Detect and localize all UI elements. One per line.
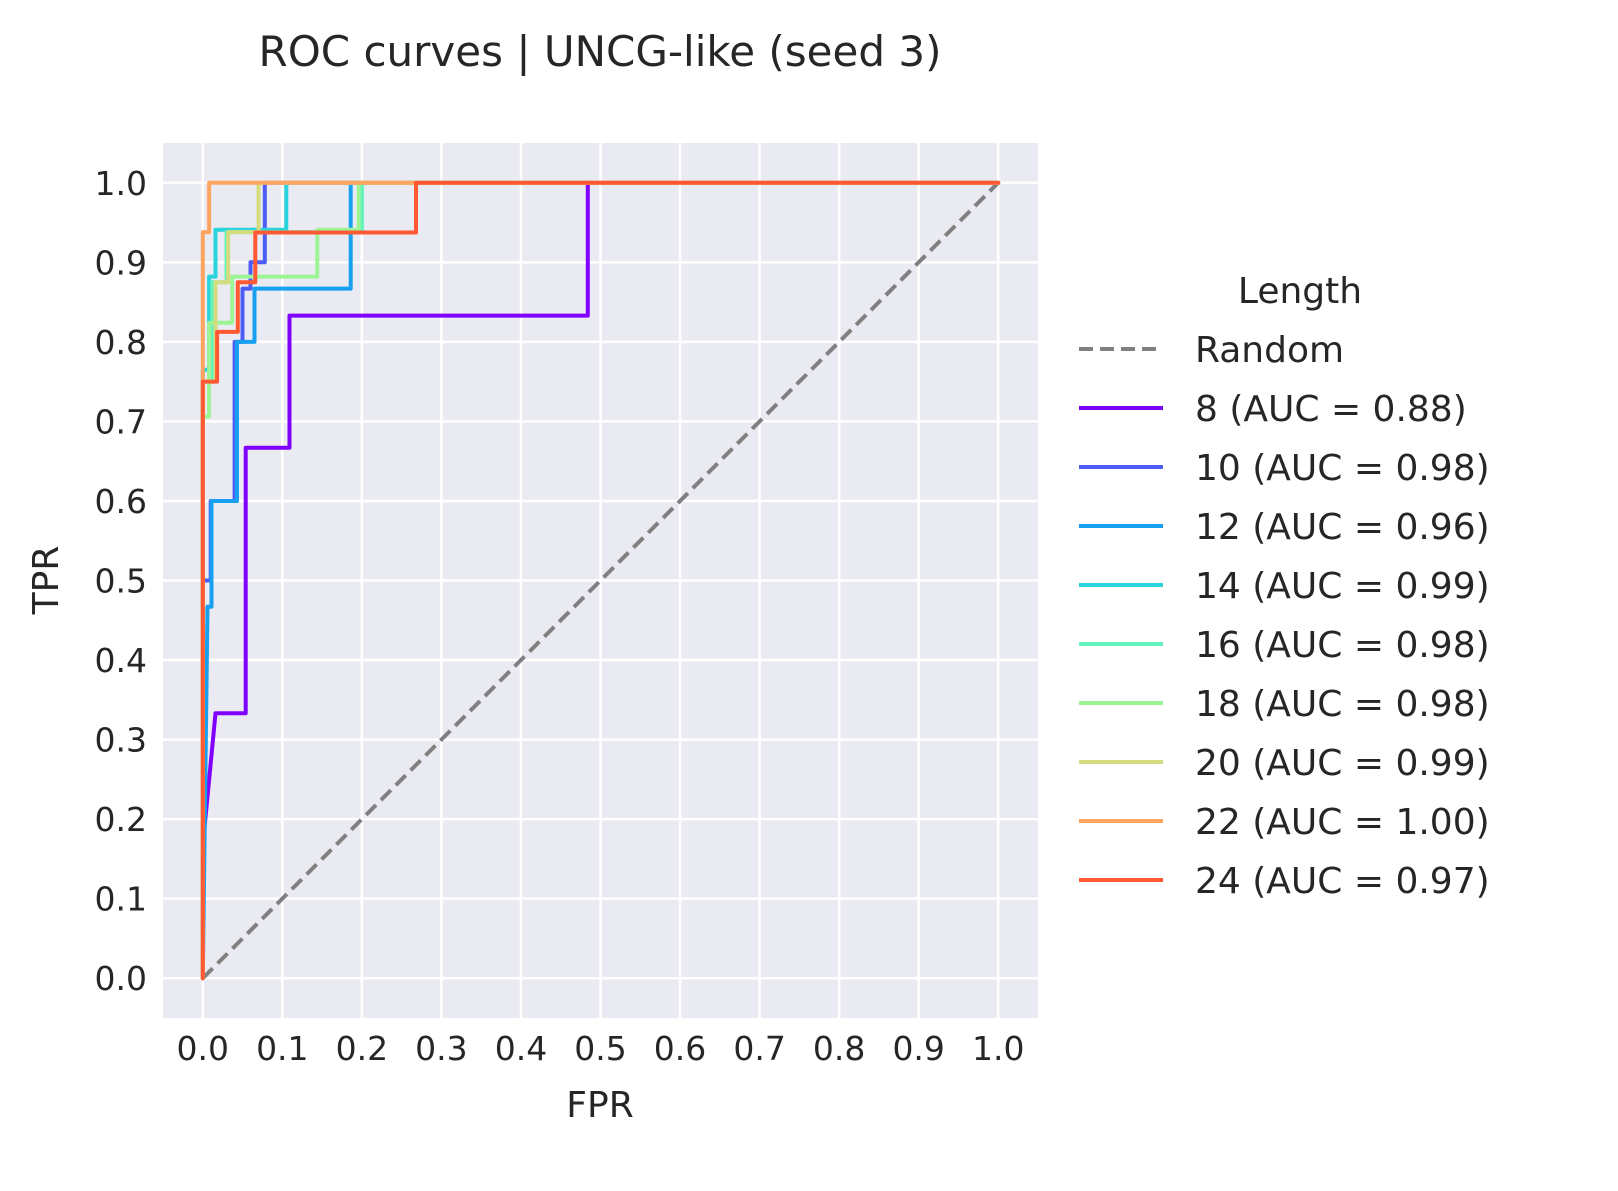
- x-tick-label: 0.5: [574, 1029, 626, 1068]
- legend-entry-label: 20 (AUC = 0.99): [1195, 743, 1490, 784]
- roc-series-line-3: [200, 180, 1001, 981]
- x-tick-label: 0.4: [495, 1029, 547, 1068]
- y-tick-labels: 0.0 0.1 0.2 0.3 0.4 0.5 0.6 0.7 0.8 0.9 1.0: [95, 164, 147, 998]
- legend-entry-label: 24 (AUC = 0.97): [1195, 861, 1490, 902]
- legend: Length Random 8 (AUC = 0.88) 10 (AUC = 0.9…: [1079, 271, 1490, 902]
- legend-entry-label: 18 (AUC = 0.98): [1195, 684, 1490, 725]
- x-tick-label: 0.8: [813, 1029, 865, 1068]
- x-tick-labels: 0.0 0.1 0.2 0.3 0.4 0.5 0.6 0.7 0.8 0.9 1.0: [177, 1029, 1025, 1068]
- legend-entry-label: 16 (AUC = 0.98): [1195, 625, 1490, 666]
- x-tick-label: 0.0: [177, 1029, 229, 1068]
- y-tick-label: 0.7: [95, 402, 147, 441]
- x-tick-label: 1.0: [972, 1029, 1024, 1068]
- legend-entry-label: Random: [1195, 330, 1344, 371]
- legend-title: Length: [1238, 271, 1362, 312]
- y-tick-label: 0.0: [95, 959, 147, 998]
- y-tick-label: 0.2: [95, 800, 147, 839]
- x-tick-label: 0.1: [256, 1029, 308, 1068]
- roc-series-line-0: [200, 180, 1001, 981]
- x-tick-label: 0.3: [415, 1029, 467, 1068]
- y-tick-label: 0.6: [95, 482, 147, 521]
- legend-entry-label: 8 (AUC = 0.88): [1195, 389, 1467, 430]
- x-tick-label: 0.9: [892, 1029, 944, 1068]
- x-tick-label: 0.6: [654, 1029, 706, 1068]
- legend-entry-label: 12 (AUC = 0.96): [1195, 507, 1490, 548]
- legend-entry-label: 10 (AUC = 0.98): [1195, 448, 1490, 489]
- series-layer: [200, 180, 1001, 981]
- y-tick-label: 0.4: [95, 641, 147, 680]
- y-tick-label: 0.1: [95, 880, 147, 919]
- legend-entry-label: 14 (AUC = 0.99): [1195, 566, 1490, 607]
- x-tick-label: 0.2: [336, 1029, 388, 1068]
- legend-entry-label: 22 (AUC = 1.00): [1195, 802, 1490, 843]
- roc-series-line-5: [200, 180, 1001, 981]
- y-tick-label: 0.8: [95, 323, 147, 362]
- roc-series-line-8: [200, 180, 1001, 981]
- x-tick-label: 0.7: [733, 1029, 785, 1068]
- random-reference-line: [201, 181, 1000, 980]
- x-axis-label: FPR: [566, 1085, 633, 1126]
- roc-series-line-2: [200, 180, 1001, 981]
- y-axis-label: TPR: [26, 546, 67, 616]
- chart-title: ROC curves | UNCG-like (seed 3): [259, 27, 942, 76]
- y-tick-label: 0.3: [95, 721, 147, 760]
- y-tick-label: 1.0: [95, 164, 147, 203]
- y-tick-label: 0.5: [95, 562, 147, 601]
- y-tick-label: 0.9: [95, 243, 147, 282]
